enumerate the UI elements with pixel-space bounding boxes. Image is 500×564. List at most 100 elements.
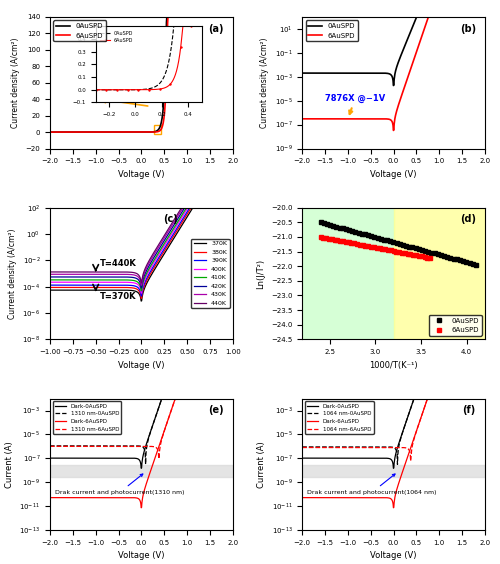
390K bbox=[138, 293, 144, 299]
6AuSPD bbox=[386, 116, 392, 122]
Text: Drak current and photocurrent(1064 nm): Drak current and photocurrent(1064 nm) bbox=[307, 474, 436, 495]
1310 nm-0AuSPD bbox=[134, 443, 140, 450]
400K bbox=[69, 279, 75, 285]
370K bbox=[138, 298, 144, 305]
0AuSPD bbox=[156, 126, 162, 133]
0AuSPD bbox=[428, 249, 434, 256]
0AuSPD bbox=[381, 236, 387, 243]
0AuSPD bbox=[408, 27, 414, 33]
400K bbox=[106, 279, 112, 285]
410K bbox=[138, 288, 144, 294]
1310 nm-6AuSPD bbox=[230, 227, 236, 233]
0AuSPD bbox=[352, 228, 358, 235]
Dark-0AuSPD bbox=[226, 199, 232, 206]
Line: 1064 nm-6AuSPD: 1064 nm-6AuSPD bbox=[302, 230, 485, 461]
Dark-0AuSPD bbox=[299, 455, 305, 461]
6AuSPD bbox=[135, 129, 141, 135]
0AuSPD bbox=[356, 230, 362, 236]
1064 nm-6AuSPD bbox=[387, 444, 393, 451]
410K bbox=[106, 276, 112, 283]
1064 nm-0AuSPD bbox=[408, 403, 414, 409]
Dark-0AuSPD bbox=[47, 455, 53, 461]
6AuSPD bbox=[366, 243, 372, 249]
380K bbox=[180, 217, 186, 224]
6AuSPD bbox=[376, 245, 382, 252]
0AuSPD bbox=[454, 256, 460, 263]
Y-axis label: Current (A): Current (A) bbox=[257, 441, 266, 488]
410K bbox=[69, 276, 75, 283]
380K bbox=[69, 284, 75, 291]
0AuSPD bbox=[368, 233, 374, 240]
1310 nm-0AuSPD bbox=[146, 433, 152, 439]
Y-axis label: Current density (A/cm²): Current density (A/cm²) bbox=[260, 37, 269, 128]
1064 nm-6AuSPD bbox=[482, 227, 488, 233]
1064 nm-6AuSPD bbox=[408, 448, 414, 455]
Dark-0AuSPD bbox=[138, 465, 144, 472]
1310 nm-0AuSPD bbox=[197, 283, 203, 289]
400K bbox=[138, 290, 144, 297]
Legend: Dark-0AuSPD, 1064 nm-0AuSPD, Dark-6AuSPD, 1064 nm-6AuSPD: Dark-0AuSPD, 1064 nm-0AuSPD, Dark-6AuSPD… bbox=[305, 402, 374, 434]
Legend: 0AuSPD, 6AuSPD: 0AuSPD, 6AuSPD bbox=[306, 20, 358, 41]
Text: Drak current and photocurrent(1310 nm): Drak current and photocurrent(1310 nm) bbox=[54, 474, 184, 495]
Dark-6AuSPD bbox=[197, 322, 203, 329]
6AuSPD bbox=[354, 241, 360, 248]
440K bbox=[138, 280, 144, 287]
1064 nm-0AuSPD bbox=[394, 461, 400, 468]
0AuSPD bbox=[134, 129, 140, 135]
Line: 390K: 390K bbox=[50, 138, 233, 296]
1310 nm-0AuSPD bbox=[47, 443, 53, 450]
1310 nm-0AuSPD bbox=[226, 199, 232, 206]
1064 nm-0AuSPD bbox=[482, 187, 488, 194]
Dark-0AuSPD bbox=[197, 283, 203, 289]
0AuSPD bbox=[387, 71, 393, 78]
Dark-6AuSPD bbox=[146, 472, 152, 478]
Line: 6AuSPD: 6AuSPD bbox=[318, 235, 432, 260]
430K bbox=[180, 205, 186, 212]
6AuSPD bbox=[380, 245, 386, 252]
420K bbox=[69, 274, 75, 280]
Dark-0AuSPD bbox=[450, 283, 456, 289]
6AuSPD bbox=[362, 243, 368, 249]
Dark-0AuSPD bbox=[156, 403, 162, 409]
1310 nm-6AuSPD bbox=[146, 443, 152, 450]
1310 nm-6AuSPD bbox=[47, 443, 53, 450]
0AuSPD bbox=[340, 225, 345, 232]
420K bbox=[162, 235, 168, 242]
390K bbox=[180, 216, 186, 223]
6AuSPD bbox=[382, 246, 388, 253]
Line: Dark-6AuSPD: Dark-6AuSPD bbox=[50, 230, 233, 508]
0AuSPD bbox=[372, 233, 378, 240]
6AuSPD bbox=[427, 255, 433, 262]
6AuSPD bbox=[334, 237, 340, 244]
390K bbox=[120, 282, 126, 289]
380K bbox=[138, 295, 144, 302]
0AuSPD bbox=[394, 240, 400, 246]
0AuSPD bbox=[374, 235, 380, 241]
Line: 380K: 380K bbox=[50, 140, 233, 298]
0AuSPD bbox=[384, 237, 390, 244]
370K bbox=[69, 287, 75, 293]
Dark-0AuSPD bbox=[398, 432, 404, 439]
6AuSPD bbox=[323, 235, 329, 241]
Dark-0AuSPD bbox=[482, 187, 488, 194]
Dark-6AuSPD bbox=[482, 227, 488, 233]
0AuSPD bbox=[197, 14, 203, 20]
6AuSPD bbox=[385, 246, 391, 253]
1310 nm-0AuSPD bbox=[230, 187, 236, 194]
6AuSPD bbox=[416, 253, 422, 259]
0AuSPD bbox=[419, 246, 425, 253]
440K bbox=[230, 122, 236, 129]
390K bbox=[69, 282, 75, 289]
6AuSPD bbox=[351, 240, 357, 247]
390K bbox=[230, 135, 236, 142]
0AuSPD bbox=[330, 222, 336, 229]
1064 nm-6AuSPD bbox=[408, 457, 414, 464]
0AuSPD bbox=[390, 239, 396, 245]
1310 nm-6AuSPD bbox=[135, 443, 141, 450]
380K bbox=[162, 246, 168, 253]
Line: 0AuSPD: 0AuSPD bbox=[302, 0, 485, 86]
430K bbox=[138, 282, 144, 289]
370K bbox=[162, 249, 168, 255]
Line: 6AuSPD: 6AuSPD bbox=[50, 17, 233, 132]
6AuSPD bbox=[134, 129, 140, 135]
